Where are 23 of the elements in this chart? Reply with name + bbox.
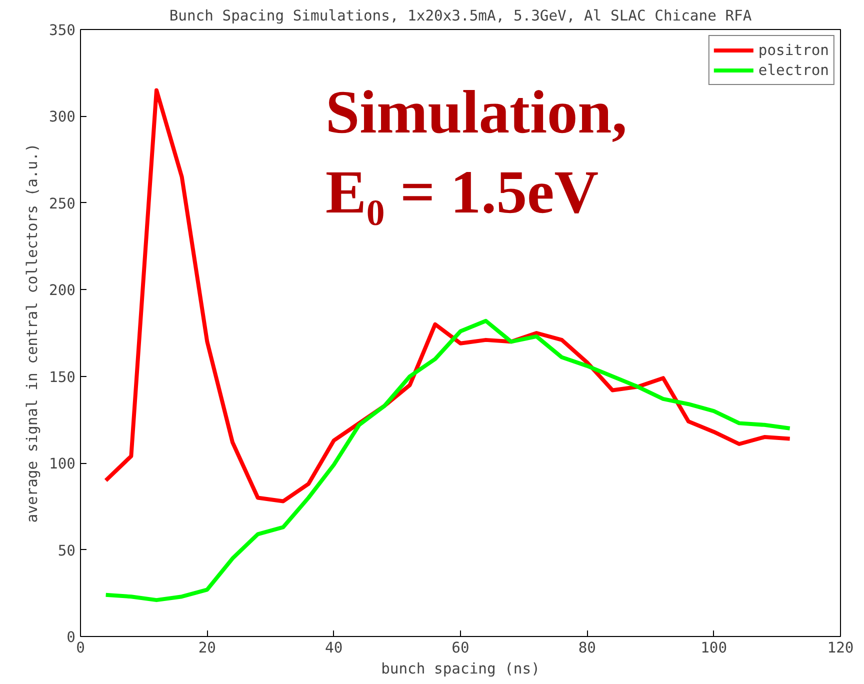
x-tick-label: 20 <box>198 640 216 656</box>
x-tick-label: 60 <box>452 640 470 656</box>
line-series <box>104 88 792 504</box>
annotation: E₀ = 1.5eV <box>326 158 599 226</box>
legend-label: electron <box>758 62 829 78</box>
y-tick-label: 300 <box>49 108 76 126</box>
y-tick-label: 200 <box>49 282 76 300</box>
chart-title: Bunch Spacing Simulations, 1x20x3.5mA, 5.3GeV, Al SLAC Chicane RFA <box>169 8 752 24</box>
x-tick-label: 40 <box>325 640 343 656</box>
x-tick-label: 100 <box>700 640 728 656</box>
line-series <box>104 318 792 602</box>
x-tick-label: 120 <box>827 640 854 656</box>
x-tick-label: 80 <box>578 640 596 656</box>
y-tick-label: 0 <box>66 629 76 646</box>
legend-label: positron <box>758 42 829 58</box>
y-tick-label: 350 <box>49 22 76 39</box>
y-axis-title: average signal in central collectors (a.u.) <box>24 143 42 523</box>
y-tick-label: 250 <box>49 195 76 212</box>
x-axis-title: bunch spacing (ns) <box>381 660 540 678</box>
y-tick-label: 100 <box>49 456 76 473</box>
y-tick-label: 150 <box>49 368 76 386</box>
annotation: Simulation, <box>326 78 628 146</box>
y-tick-label: 50 <box>58 542 76 560</box>
